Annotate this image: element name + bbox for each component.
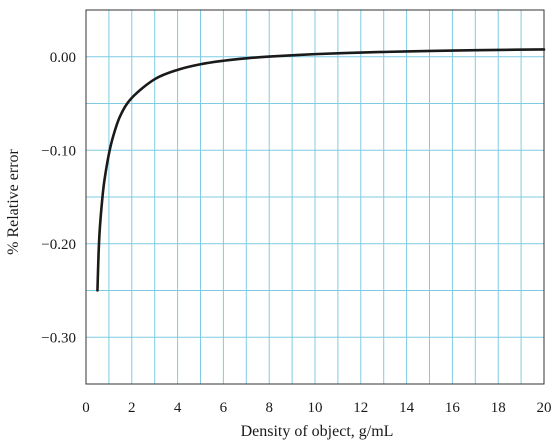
y-tick-label: −0.30 xyxy=(41,330,76,346)
x-tick-label: 4 xyxy=(174,400,182,416)
x-axis-ticks: 0 2 4 6 8 10 12 14 16 18 20 xyxy=(82,400,551,416)
x-tick-label: 12 xyxy=(353,400,368,416)
plot-frame xyxy=(85,9,545,385)
x-tick-label: 18 xyxy=(491,400,506,416)
x-axis-title: Density of object, g/mL xyxy=(241,423,394,440)
grid xyxy=(86,10,544,384)
x-tick-label: 16 xyxy=(445,400,461,416)
x-tick-label: 6 xyxy=(220,400,228,416)
y-tick-label: −0.10 xyxy=(41,143,76,159)
x-tick-label: 0 xyxy=(82,400,90,416)
y-axis-ticks: 0.00 −0.10 −0.20 −0.30 xyxy=(41,50,76,347)
x-tick-label: 20 xyxy=(537,400,552,416)
x-tick-label: 10 xyxy=(308,400,323,416)
x-tick-label: 14 xyxy=(399,400,415,416)
y-tick-label: 0.00 xyxy=(50,50,76,66)
x-tick-label: 8 xyxy=(265,400,273,416)
x-tick-label: 2 xyxy=(128,400,136,416)
relative-error-curve xyxy=(96,48,546,292)
y-tick-label: −0.20 xyxy=(41,237,76,253)
series-layer xyxy=(96,48,546,292)
y-axis-title: % Relative error xyxy=(5,148,22,254)
